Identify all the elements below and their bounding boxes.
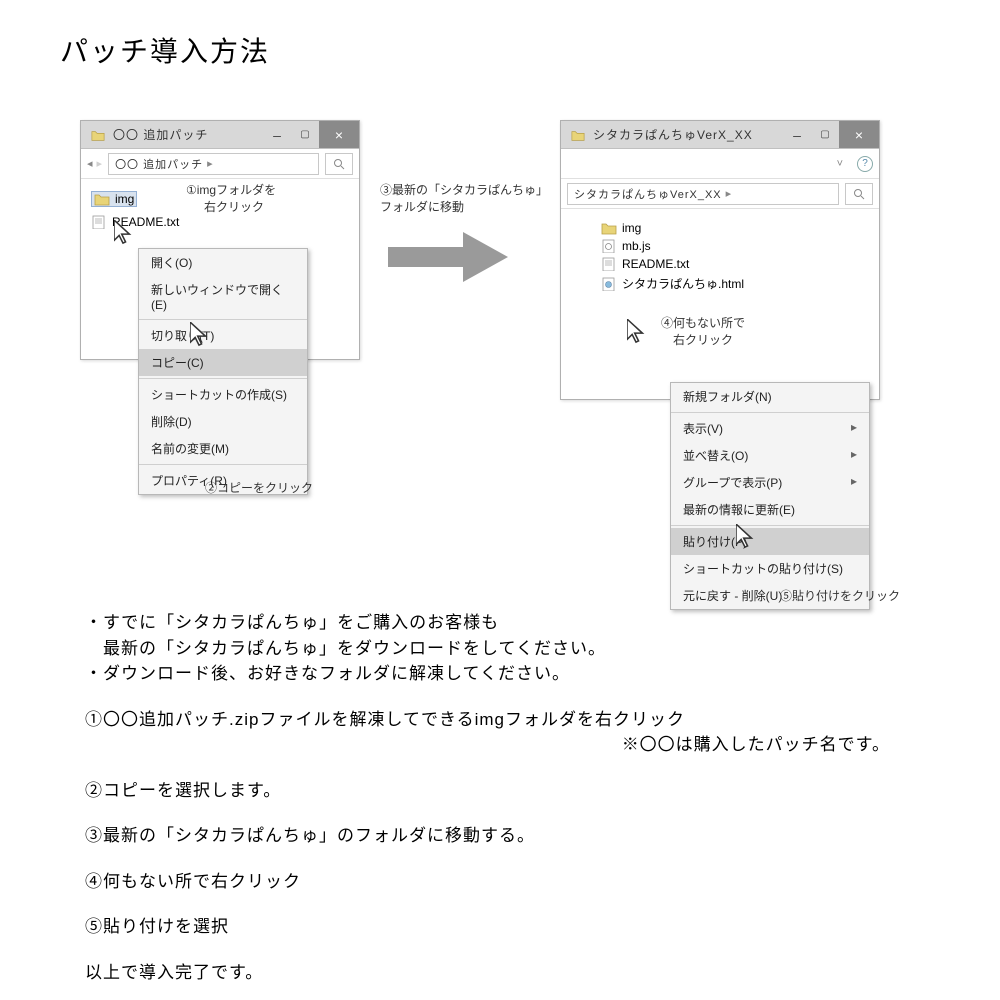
close-button[interactable] bbox=[319, 121, 359, 148]
caption-4: ④何もない所で右クリック bbox=[661, 315, 745, 349]
caption-3: ③最新の「シタカラぱんちゅ」フォルダに移動 bbox=[380, 182, 548, 216]
ctx-cut[interactable]: 切り取り(T) bbox=[139, 322, 307, 349]
step-2: ②コピーを選択します。 bbox=[85, 778, 930, 804]
caption-2: ②コピーをクリック bbox=[205, 480, 313, 497]
arrow-icon bbox=[388, 232, 508, 287]
ctx-paste[interactable]: 貼り付け(P) bbox=[671, 528, 869, 555]
ctx-paste-shortcut[interactable]: ショートカットの貼り付け(S) bbox=[671, 555, 869, 582]
folder-icon bbox=[601, 221, 617, 235]
txt-icon bbox=[91, 215, 107, 229]
cursor-icon bbox=[736, 524, 754, 548]
instructions: ・すでに「シタカラぱんちゅ」をご購入のお客様も 最新の「シタカラぱんちゅ」をダウ… bbox=[0, 610, 1000, 985]
ctx-view[interactable]: 表示(V) bbox=[671, 415, 869, 442]
address-box[interactable]: 〇〇 追加パッチ bbox=[108, 153, 319, 175]
diagram: 〇〇 追加パッチ ◂ ▸ 〇〇 追加パッチ img README.txt ①i bbox=[0, 120, 1000, 610]
page-title: パッチ導入方法 bbox=[0, 0, 1000, 70]
ctx-delete[interactable]: 削除(D) bbox=[139, 408, 307, 435]
txt-icon bbox=[601, 257, 617, 271]
address-bar: ◂ ▸ 〇〇 追加パッチ bbox=[81, 149, 359, 179]
minimize-button[interactable] bbox=[783, 121, 811, 148]
context-menu-left: 開く(O) 新しいウィンドウで開く(E) 切り取り(T) コピー(C) ショート… bbox=[138, 248, 308, 495]
folder-icon bbox=[571, 129, 585, 141]
ctx-shortcut[interactable]: ショートカットの作成(S) bbox=[139, 381, 307, 408]
ctx-copy[interactable]: コピー(C) bbox=[139, 349, 307, 376]
file-pane: img mb.js README.txt シタカラぱんちゅ.html ④何もない… bbox=[561, 209, 879, 339]
address-bar: シタカラぱんちゅVerX_XX bbox=[561, 179, 879, 209]
search-box[interactable] bbox=[325, 153, 353, 175]
address-box[interactable]: シタカラぱんちゅVerX_XX bbox=[567, 183, 839, 205]
file-readme[interactable]: README.txt bbox=[601, 257, 869, 271]
cursor-icon bbox=[114, 220, 132, 244]
ctx-open-new[interactable]: 新しいウィンドウで開く(E) bbox=[139, 276, 307, 317]
window-title: シタカラぱんちゅVerX_XX bbox=[593, 126, 783, 143]
ctx-open[interactable]: 開く(O) bbox=[139, 249, 307, 276]
folder-icon bbox=[94, 192, 110, 206]
cursor-icon bbox=[627, 319, 645, 343]
titlebar: シタカラぱんちゅVerX_XX bbox=[561, 121, 879, 149]
html-icon bbox=[601, 277, 617, 291]
chevron-down-icon[interactable]: ˅ bbox=[837, 158, 843, 170]
right-explorer-window: シタカラぱんちゅVerX_XX ˅ ? シタカラぱんちゅVerX_XX img … bbox=[560, 120, 880, 400]
file-label: img bbox=[622, 221, 641, 235]
window-title: 〇〇 追加パッチ bbox=[113, 126, 263, 143]
step-done: 以上で導入完了です。 bbox=[85, 960, 930, 986]
help-icon[interactable]: ? bbox=[857, 156, 873, 172]
minimize-button[interactable] bbox=[263, 121, 291, 148]
maximize-button[interactable] bbox=[291, 121, 319, 148]
file-label: img bbox=[115, 192, 134, 206]
ctx-refresh[interactable]: 最新の情報に更新(E) bbox=[671, 496, 869, 523]
file-label: README.txt bbox=[622, 257, 689, 271]
nav-arrows[interactable]: ◂ ▸ bbox=[87, 157, 102, 170]
file-label: シタカラぱんちゅ.html bbox=[622, 275, 744, 292]
ctx-new-folder[interactable]: 新規フォルダ(N) bbox=[671, 383, 869, 410]
file-label: mb.js bbox=[622, 239, 651, 253]
folder-img[interactable]: img bbox=[601, 221, 869, 235]
close-button[interactable] bbox=[839, 121, 879, 148]
search-box[interactable] bbox=[845, 183, 873, 205]
step-1: ①〇〇追加パッチ.zipファイルを解凍してできるimgフォルダを右クリック ※〇… bbox=[85, 707, 930, 758]
js-icon bbox=[601, 239, 617, 253]
toolbar-row: ˅ ? bbox=[561, 149, 879, 179]
ctx-group[interactable]: グループで表示(P) bbox=[671, 469, 869, 496]
ctx-rename[interactable]: 名前の変更(M) bbox=[139, 435, 307, 462]
context-menu-right: 新規フォルダ(N) 表示(V) 並べ替え(O) グループで表示(P) 最新の情報… bbox=[670, 382, 870, 610]
caption-1: ①imgフォルダを右クリック bbox=[186, 182, 276, 216]
file-html[interactable]: シタカラぱんちゅ.html bbox=[601, 275, 869, 292]
cursor-icon bbox=[190, 322, 208, 346]
maximize-button[interactable] bbox=[811, 121, 839, 148]
titlebar: 〇〇 追加パッチ bbox=[81, 121, 359, 149]
step-5: ⑤貼り付けを選択 bbox=[85, 914, 930, 940]
step-1-note: ※〇〇は購入したパッチ名です。 bbox=[85, 732, 930, 758]
step-4: ④何もない所で右クリック bbox=[85, 869, 930, 895]
step-3: ③最新の「シタカラぱんちゅ」のフォルダに移動する。 bbox=[85, 823, 930, 849]
folder-icon bbox=[91, 129, 105, 141]
file-mb-js[interactable]: mb.js bbox=[601, 239, 869, 253]
ctx-sort[interactable]: 並べ替え(O) bbox=[671, 442, 869, 469]
pre-notes: ・すでに「シタカラぱんちゅ」をご購入のお客様も 最新の「シタカラぱんちゅ」をダウ… bbox=[85, 610, 930, 687]
folder-img[interactable]: img bbox=[91, 191, 137, 207]
caption-5: ⑤貼り付けをクリック bbox=[780, 588, 900, 605]
